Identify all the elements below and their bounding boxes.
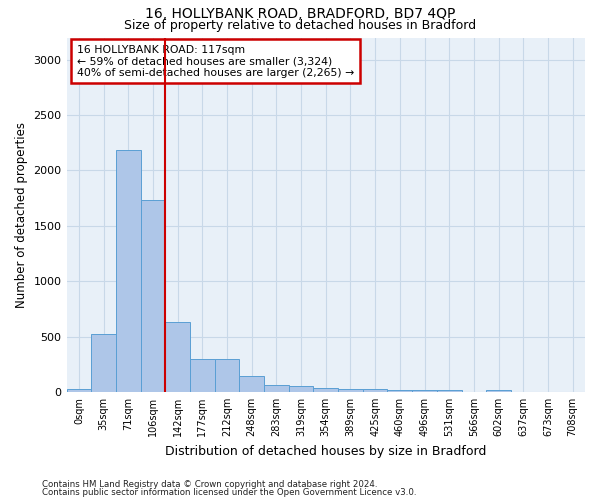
Bar [363,389,388,392]
Bar [437,390,461,392]
X-axis label: Distribution of detached houses by size in Bradford: Distribution of detached houses by size … [165,444,487,458]
Text: 16 HOLLYBANK ROAD: 117sqm
← 59% of detached houses are smaller (3,324)
40% of se: 16 HOLLYBANK ROAD: 117sqm ← 59% of detac… [77,44,354,78]
Text: Contains public sector information licensed under the Open Government Licence v3: Contains public sector information licen… [42,488,416,497]
Bar [190,358,215,392]
Bar [140,200,165,392]
Bar [91,334,116,392]
Bar [388,390,412,392]
Y-axis label: Number of detached properties: Number of detached properties [15,122,28,308]
Bar [486,390,511,392]
Text: Size of property relative to detached houses in Bradford: Size of property relative to detached ho… [124,19,476,32]
Bar [165,322,190,392]
Bar [264,384,289,392]
Text: 16, HOLLYBANK ROAD, BRADFORD, BD7 4QP: 16, HOLLYBANK ROAD, BRADFORD, BD7 4QP [145,8,455,22]
Bar [239,376,264,392]
Bar [289,386,313,392]
Bar [67,388,91,392]
Bar [412,390,437,392]
Bar [338,388,363,392]
Text: Contains HM Land Registry data © Crown copyright and database right 2024.: Contains HM Land Registry data © Crown c… [42,480,377,489]
Bar [313,388,338,392]
Bar [215,358,239,392]
Bar [116,150,140,392]
